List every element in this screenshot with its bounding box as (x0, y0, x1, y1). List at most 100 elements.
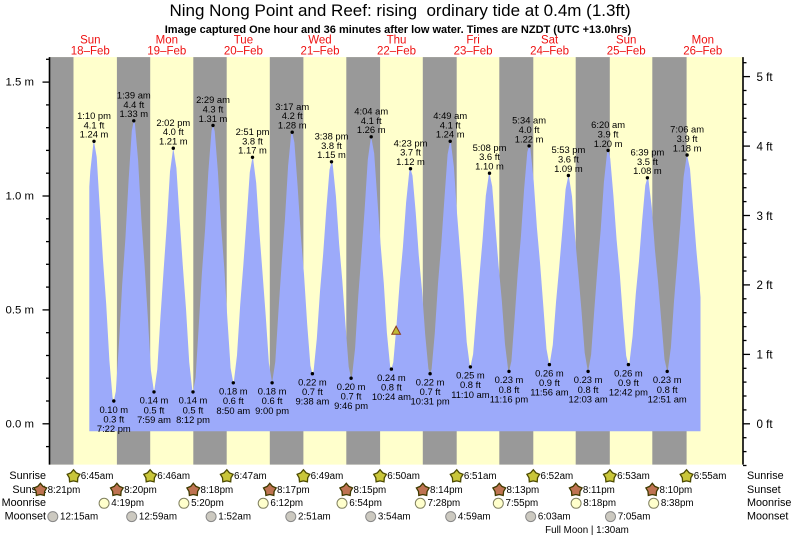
svg-text:3.6 ft: 3.6 ft (479, 151, 500, 162)
svg-text:6:03am: 6:03am (538, 511, 571, 522)
svg-text:0 ft: 0 ft (757, 418, 774, 431)
svg-text:3.9 ft: 3.9 ft (598, 128, 619, 139)
svg-text:19–Feb: 19–Feb (147, 45, 186, 57)
svg-text:22–Feb: 22–Feb (377, 45, 416, 57)
svg-text:11:56 am: 11:56 am (530, 387, 569, 398)
svg-text:4:04 am: 4:04 am (354, 105, 388, 116)
svg-text:10:24 am: 10:24 am (372, 391, 411, 402)
svg-text:Moonset: Moonset (5, 510, 46, 522)
svg-text:0.5 m: 0.5 m (6, 305, 35, 317)
svg-text:11:10 am: 11:10 am (451, 389, 490, 400)
svg-text:0.14 m: 0.14 m (140, 395, 169, 406)
svg-text:7:06 am: 7:06 am (670, 124, 704, 135)
svg-text:6:50am: 6:50am (387, 471, 420, 482)
svg-text:6:51am: 6:51am (464, 471, 497, 482)
svg-text:Mon: Mon (692, 35, 714, 47)
svg-text:8:50 am: 8:50 am (216, 405, 250, 416)
svg-text:0.9 ft: 0.9 ft (539, 377, 560, 388)
svg-text:24–Feb: 24–Feb (530, 45, 569, 57)
svg-text:1.33 m: 1.33 m (119, 108, 148, 119)
svg-text:18–Feb: 18–Feb (71, 45, 110, 57)
svg-text:3:54am: 3:54am (378, 511, 411, 522)
svg-text:1.28 m: 1.28 m (278, 120, 307, 131)
svg-text:5:34 am: 5:34 am (512, 115, 546, 126)
svg-text:Sat: Sat (541, 35, 559, 47)
svg-text:8:13pm: 8:13pm (507, 485, 540, 496)
svg-text:3:38 pm: 3:38 pm (315, 130, 349, 141)
svg-text:1 ft: 1 ft (757, 349, 774, 362)
svg-text:0.18 m: 0.18 m (219, 386, 248, 397)
svg-text:11:16 pm: 11:16 pm (490, 393, 529, 404)
svg-text:12:59am: 12:59am (139, 511, 177, 522)
svg-text:8:15pm: 8:15pm (354, 485, 387, 496)
svg-text:0.24 m: 0.24 m (377, 372, 406, 383)
svg-text:4:59am: 4:59am (458, 511, 491, 522)
svg-text:9:46 pm: 9:46 pm (334, 400, 368, 411)
svg-text:6:49am: 6:49am (311, 471, 344, 482)
svg-text:3.9 ft: 3.9 ft (677, 133, 698, 144)
svg-text:2:51am: 2:51am (298, 511, 331, 522)
svg-text:3.8 ft: 3.8 ft (242, 135, 263, 146)
svg-text:0.23 m: 0.23 m (495, 374, 524, 385)
svg-text:0.6 ft: 0.6 ft (223, 395, 244, 406)
svg-text:6:52am: 6:52am (541, 471, 574, 482)
svg-text:1.17 m: 1.17 m (238, 145, 267, 156)
svg-text:0.25 m: 0.25 m (456, 370, 485, 381)
svg-text:3 ft: 3 ft (757, 210, 774, 223)
svg-text:2:02 pm: 2:02 pm (156, 117, 190, 128)
svg-text:6:47am: 6:47am (234, 471, 267, 482)
svg-text:Tue: Tue (234, 35, 253, 47)
svg-text:0.3 ft: 0.3 ft (103, 413, 124, 424)
svg-text:1:10 pm: 1:10 pm (77, 110, 111, 121)
svg-text:4:23 pm: 4:23 pm (394, 137, 428, 148)
svg-text:25–Feb: 25–Feb (607, 45, 646, 57)
svg-text:4.1 ft: 4.1 ft (440, 119, 461, 130)
svg-text:8:21pm: 8:21pm (48, 485, 81, 496)
svg-text:Mon: Mon (156, 35, 178, 47)
svg-text:0.9 ft: 0.9 ft (618, 377, 639, 388)
svg-text:Image captured One hour and 36: Image captured One hour and 36 minutes a… (165, 24, 632, 36)
svg-text:4.0 ft: 4.0 ft (163, 126, 184, 137)
svg-text:0.8 ft: 0.8 ft (657, 384, 678, 395)
svg-text:6:20 am: 6:20 am (591, 119, 625, 130)
svg-text:Sun: Sun (616, 35, 636, 47)
svg-text:1.08 m: 1.08 m (633, 165, 662, 176)
svg-text:8:17pm: 8:17pm (277, 485, 310, 496)
svg-text:6:12pm: 6:12pm (270, 498, 303, 509)
svg-text:6:39 pm: 6:39 pm (630, 146, 664, 157)
svg-text:Ning Nong Point and Reef: risi: Ning Nong Point and Reef: rising ordinar… (169, 1, 630, 20)
svg-text:23–Feb: 23–Feb (454, 45, 493, 57)
svg-text:0.8 ft: 0.8 ft (460, 379, 481, 390)
svg-text:Full Moon | 1:30am: Full Moon | 1:30am (545, 525, 629, 536)
svg-text:0.8 ft: 0.8 ft (578, 384, 599, 395)
svg-text:12:03 am: 12:03 am (569, 393, 608, 404)
svg-text:0.14 m: 0.14 m (179, 395, 208, 406)
svg-text:1.22 m: 1.22 m (515, 133, 544, 144)
svg-text:7:22 pm: 7:22 pm (97, 423, 131, 434)
svg-text:0.7 ft: 0.7 ft (302, 386, 323, 397)
svg-text:3.7 ft: 3.7 ft (400, 147, 421, 158)
svg-text:4 ft: 4 ft (757, 140, 774, 153)
svg-text:4.1 ft: 4.1 ft (84, 119, 105, 130)
svg-text:0.22 m: 0.22 m (298, 377, 327, 388)
svg-text:7:59 am: 7:59 am (137, 414, 171, 425)
svg-text:0.8 ft: 0.8 ft (499, 384, 520, 395)
svg-text:Thu: Thu (387, 35, 407, 47)
svg-text:6:55am: 6:55am (694, 471, 727, 482)
svg-text:9:00 pm: 9:00 pm (255, 405, 289, 416)
svg-text:1.20 m: 1.20 m (594, 138, 623, 149)
svg-text:3:17 am: 3:17 am (275, 101, 309, 112)
svg-text:0.6 ft: 0.6 ft (262, 395, 283, 406)
svg-text:10:31 pm: 10:31 pm (411, 396, 450, 407)
svg-text:7:28pm: 7:28pm (428, 498, 461, 509)
svg-text:1.0 m: 1.0 m (6, 191, 35, 203)
svg-text:0.5 ft: 0.5 ft (144, 404, 165, 415)
svg-text:1.5 m: 1.5 m (6, 77, 35, 89)
svg-text:6:54pm: 6:54pm (349, 498, 382, 509)
svg-text:0.18 m: 0.18 m (258, 386, 287, 397)
svg-text:Sunrise: Sunrise (9, 470, 46, 482)
svg-text:0.0 m: 0.0 m (6, 418, 35, 430)
svg-text:1:39 am: 1:39 am (117, 89, 151, 100)
svg-text:4.0 ft: 4.0 ft (519, 124, 540, 135)
svg-text:8:14pm: 8:14pm (430, 485, 463, 496)
